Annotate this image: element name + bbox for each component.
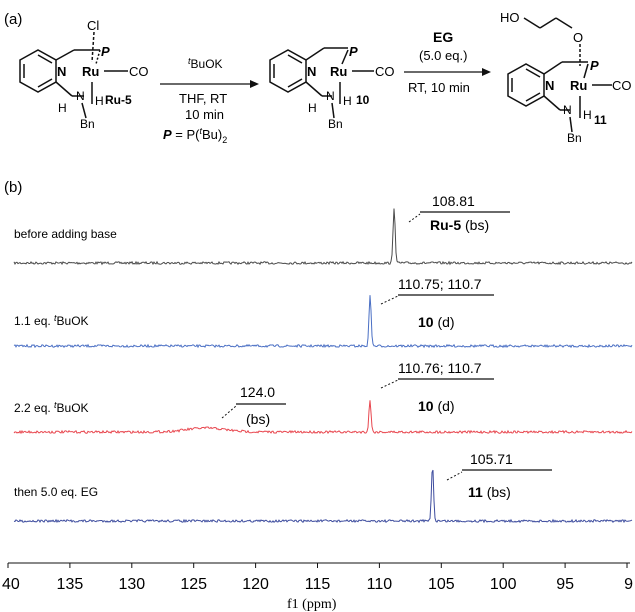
cmpd11-n-py: N: [545, 78, 554, 93]
spectrum-4-callout-dash: [446, 471, 463, 481]
spectrum-3-extra-assignment: (bs): [246, 411, 270, 427]
ru5-cl: Cl: [87, 18, 99, 33]
cmpd11-co: CO: [612, 78, 632, 93]
spectrum-2-peak-label: 110.75; 110.7: [398, 276, 482, 292]
ru5-p: P: [101, 44, 110, 59]
ru5-name: Ru-5: [105, 93, 132, 107]
cmpd10-n-py: N: [307, 64, 316, 79]
cmpd11-ho: HO: [500, 10, 520, 25]
cmpd10-structure: [269, 47, 374, 119]
cmpd11-h: H: [583, 108, 592, 122]
spectrum-3-assignment: 10 (d): [418, 398, 455, 414]
arrow1-solvent: THF, RT: [179, 91, 227, 106]
arrow1-p-definition: P = P(tBu)2: [163, 126, 227, 145]
x-tick-label: 95: [556, 576, 574, 593]
arrow1-time: 10 min: [185, 107, 224, 122]
spectrum-3-callout-dash: [380, 379, 399, 389]
spectrum-3: 2.2 eq. tBuOK 110.76; 110.7 10 (d) 124.0…: [13, 360, 633, 435]
arrow-2-head: [482, 68, 491, 76]
x-tick-label: 105: [428, 576, 455, 593]
spectrum-3-trace: [13, 400, 633, 435]
cmpd10-bn: Bn: [328, 117, 343, 131]
cmpd11-pyridine-ring: [507, 63, 545, 107]
ru5-co: CO: [129, 64, 149, 79]
panel-a-label: (a): [4, 11, 22, 28]
x-axis: 40 135 130 125 120 115 110 105 100 95 9: [2, 562, 633, 593]
spectrum-1-assignment: Ru-5 (bs): [430, 217, 489, 233]
x-tick-label: 100: [490, 576, 517, 593]
spectrum-4-peak-label: 105.71: [470, 451, 513, 467]
x-tick-label: 40: [2, 576, 20, 593]
spectrum-3-label: 2.2 eq. tBuOK: [14, 400, 89, 415]
spectrum-1-peak-label: 108.81: [432, 193, 475, 209]
cmpd10-p: P: [349, 44, 358, 59]
spectrum-2: 1.1 eq. tBuOK 110.75; 110.7 10 (d): [13, 276, 633, 349]
cmpd10-name: 10: [356, 93, 370, 107]
spectrum-2-label: 1.1 eq. tBuOK: [14, 313, 89, 328]
arrow2-conditions: RT, 10 min: [408, 80, 470, 95]
cmpd11-ru: Ru: [570, 78, 587, 93]
spectrum-4: then 5.0 eq. EG 105.71 11 (bs): [13, 451, 633, 524]
spectrum-1: before adding base 108.81 Ru-5 (bs): [13, 193, 633, 266]
spectrum-2-assignment: 10 (d): [418, 314, 455, 330]
cmpd11-bn: Bn: [567, 131, 582, 145]
ru5-h2: H: [58, 101, 67, 115]
spectrum-4-assignment: 11 (bs): [468, 484, 511, 500]
cmpd11-o: O: [573, 30, 583, 45]
x-tick-label: 135: [57, 576, 84, 593]
spectrum-4-trace: [13, 469, 633, 524]
cmpd11-p: P: [590, 58, 599, 73]
arrow1-base-label: tBuOK: [188, 56, 223, 71]
spectrum-1-label: before adding base: [14, 227, 117, 241]
spectrum-3-extra-peak-label: 124.0: [240, 384, 275, 400]
x-tick-label: 9: [624, 576, 633, 593]
arrow2-reagent: EG: [433, 29, 453, 45]
spectrum-4-label: then 5.0 eq. EG: [14, 485, 98, 499]
cmpd11-structure: [507, 17, 612, 133]
cmpd11-name: 11: [594, 113, 607, 127]
cmpd11-nh: N: [563, 103, 572, 117]
x-tick-label: 115: [305, 576, 331, 593]
ru5-nh: N: [76, 89, 85, 103]
arrow2-equiv: (5.0 eq.): [419, 48, 467, 63]
cmpd10-ru: Ru: [330, 64, 347, 79]
ru5-bn: Bn: [80, 117, 95, 131]
x-axis-label: f1 (ppm): [287, 597, 337, 612]
ru5-pyridine-ring: [19, 49, 57, 93]
x-tick-label: 125: [180, 576, 207, 593]
spectrum-2-callout-dash: [380, 295, 399, 305]
ru5-n-py: N: [57, 64, 66, 79]
cmpd10-nh: N: [326, 89, 335, 103]
spectrum-2-trace: [13, 295, 633, 349]
ru5-structure: [19, 31, 128, 119]
cmpd10-h: H: [343, 94, 352, 108]
spectrum-3-peak-label: 110.76; 110.7: [398, 360, 482, 376]
x-tick-label: 130: [118, 576, 145, 593]
cmpd10-h2: H: [308, 101, 317, 115]
cmpd10-co: CO: [375, 64, 395, 79]
panel-b-label: (b): [4, 179, 22, 196]
ru5-ru: Ru: [82, 64, 99, 79]
x-tick-label: 110: [367, 576, 393, 593]
arrow-1-head: [250, 80, 259, 88]
x-tick-label: 120: [242, 576, 269, 593]
spectrum-3-extra-callout-dash: [221, 405, 237, 419]
spectrum-1-callout-dash: [408, 213, 421, 223]
cmpd10-pyridine-ring: [269, 49, 307, 93]
spectrum-1-trace: [13, 208, 633, 266]
ru5-h: H: [95, 94, 104, 108]
